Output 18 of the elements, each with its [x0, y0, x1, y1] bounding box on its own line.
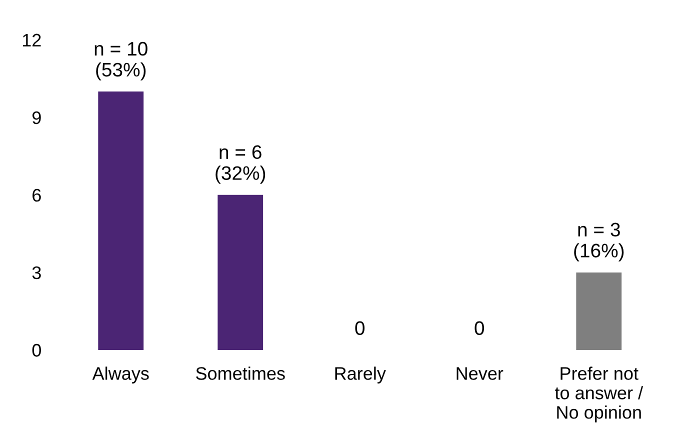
x-tick-label: Sometimes [196, 366, 285, 380]
x-tick-label: Rarely [335, 366, 386, 384]
y-tick-label: 0 [32, 344, 41, 357]
data-label: n = 6 (32%) [216, 145, 266, 184]
y-tick-label: 3 [32, 266, 41, 280]
x-tick-label: Prefer not to answer / No opinion [555, 366, 644, 422]
x-tick-label: Never [456, 367, 504, 380]
y-tick-label: 12 [22, 34, 41, 46]
x-tick-label: Always [92, 366, 149, 384]
data-label: 0 [474, 321, 484, 336]
bar [576, 272, 622, 350]
data-label: n = 3 (16%) [574, 222, 624, 262]
y-tick-label: 6 [32, 188, 41, 202]
bar [98, 92, 144, 350]
y-tick-label: 9 [32, 111, 41, 124]
bar [218, 194, 264, 350]
data-label: 0 [355, 321, 365, 336]
data-label: n = 10 (53%) [94, 42, 148, 80]
